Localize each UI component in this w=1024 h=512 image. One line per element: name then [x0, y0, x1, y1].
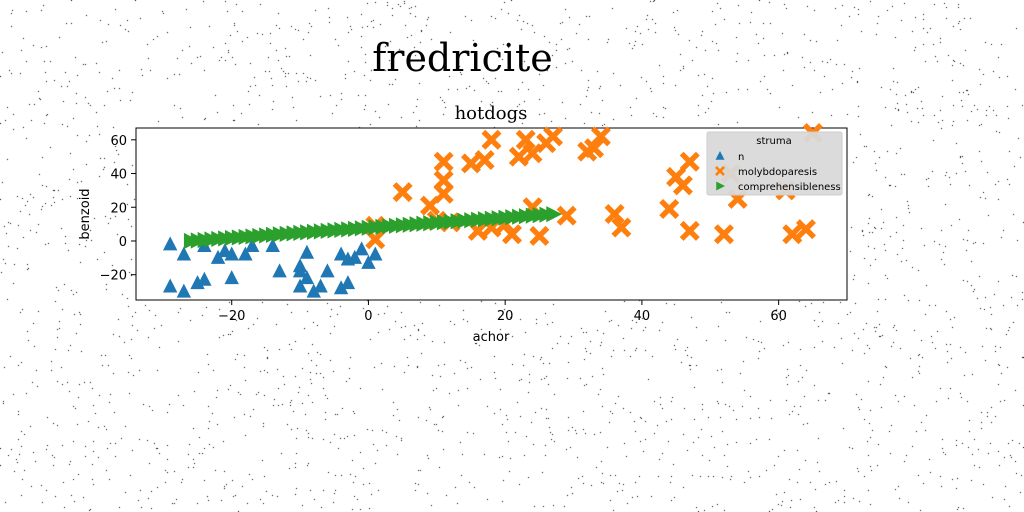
data-point — [515, 129, 536, 150]
legend-title: struma — [756, 136, 791, 147]
legend-item-molybdoparesis: molybdoparesis — [715, 166, 817, 178]
legend-item-comprehensibleness: comprehensibleness — [716, 181, 841, 193]
data-point — [197, 238, 212, 253]
y-tick-label: 60 — [110, 134, 127, 149]
data-point — [604, 204, 625, 224]
legend: struma n molybdoparesis comprehensibleness — [706, 131, 843, 196]
data-point — [313, 278, 328, 293]
data-point — [333, 280, 349, 295]
data-point — [481, 129, 502, 150]
y-tick-label: −20 — [100, 269, 127, 284]
legend-label: n — [738, 152, 744, 163]
data-point — [659, 198, 680, 219]
data-point — [292, 263, 308, 278]
data-point — [460, 153, 481, 174]
data-point — [543, 126, 564, 147]
x-tick-label: −20 — [218, 309, 245, 324]
data-point — [354, 241, 369, 256]
data-point — [508, 146, 529, 167]
series-comprehensibleness — [183, 206, 563, 250]
y-axis-ticks: −20 0 20 40 60 — [100, 134, 136, 284]
data-point — [782, 224, 803, 245]
x-tick-label: 40 — [634, 309, 651, 324]
data-point — [361, 254, 376, 269]
data-point — [584, 138, 605, 159]
data-point — [245, 238, 260, 253]
data-point — [224, 270, 239, 285]
data-point — [176, 283, 192, 298]
data-point — [672, 175, 693, 196]
data-point — [611, 217, 632, 238]
y-axis-label: benzoid — [78, 188, 93, 239]
data-point — [320, 263, 335, 278]
legend-box — [706, 131, 843, 196]
chart-title: hotdogs — [455, 103, 528, 124]
data-point — [347, 249, 362, 264]
data-point — [238, 246, 253, 261]
data-point — [333, 246, 349, 261]
x-axis-label: achor — [473, 330, 510, 345]
data-point — [340, 275, 356, 290]
data-point — [502, 224, 523, 245]
data-point — [529, 225, 550, 246]
data-point — [176, 246, 192, 261]
x-tick-label: 20 — [497, 309, 514, 324]
data-point — [795, 219, 816, 240]
y-tick-label: 40 — [110, 168, 127, 183]
data-point — [292, 278, 308, 293]
legend-label: molybdoparesis — [738, 167, 817, 178]
data-point — [556, 205, 577, 226]
data-point — [265, 238, 280, 253]
data-point — [306, 283, 321, 298]
figure-suptitle: fredricite — [372, 36, 553, 80]
data-point — [546, 206, 563, 223]
series-n — [162, 236, 383, 298]
legend-item-n: n — [715, 151, 744, 163]
data-point — [433, 151, 454, 172]
x-tick-label: 0 — [364, 309, 372, 324]
x-tick-label: 60 — [770, 309, 787, 324]
data-point — [392, 182, 413, 203]
data-point — [299, 270, 315, 285]
data-point — [368, 246, 383, 261]
legend-label: comprehensibleness — [738, 182, 841, 193]
data-point — [679, 151, 700, 172]
data-point — [713, 224, 734, 245]
data-point — [474, 150, 495, 171]
data-point — [162, 278, 178, 293]
data-point — [590, 126, 611, 147]
data-point — [272, 263, 287, 278]
data-point — [299, 244, 315, 259]
data-point — [224, 246, 239, 261]
legend-marker — [715, 151, 725, 160]
legend-marker — [716, 181, 725, 191]
x-axis-ticks: −20 0 20 40 60 — [218, 300, 787, 324]
data-point — [679, 220, 700, 241]
y-tick-label: 20 — [110, 201, 127, 216]
data-point — [162, 236, 178, 251]
data-point — [433, 170, 454, 191]
legend-marker — [715, 166, 725, 176]
data-point — [197, 271, 212, 286]
y-tick-label: 0 — [119, 235, 127, 250]
